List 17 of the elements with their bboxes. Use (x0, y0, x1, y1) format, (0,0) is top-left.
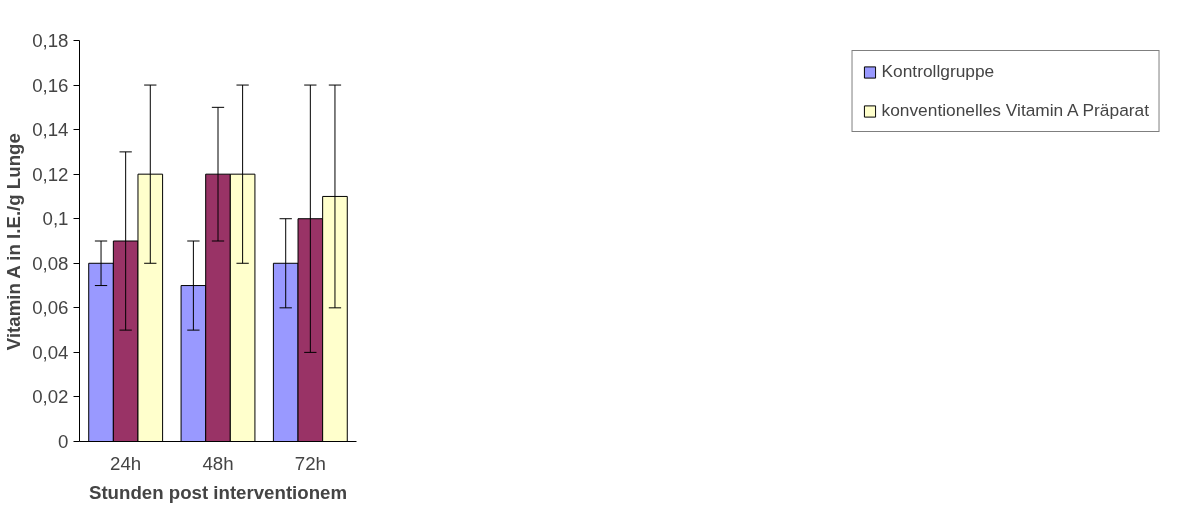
y-axis-title: Vitamin A in I.E./g Lunge (3, 133, 25, 351)
y-tick-label: 0,08 (32, 252, 69, 274)
y-tick-label: 0,06 (32, 297, 69, 319)
x-tick-label: 72h (294, 452, 326, 474)
y-tick-label: 0,18 (32, 30, 69, 51)
y-tick-label: 0,04 (32, 341, 69, 363)
legend-label: konventionelles Vitamin A Präparat (881, 100, 1149, 121)
x-axis-title: Stunden post interventionem (88, 481, 348, 503)
y-tick-label: 0,16 (32, 74, 69, 96)
y-tick-label: 0,14 (32, 119, 69, 141)
y-tick-label: 0,12 (32, 163, 69, 185)
x-tick-label: 48h (202, 452, 234, 474)
x-tick-label: 24h (110, 452, 142, 474)
y-tick-label: 0,02 (32, 386, 69, 408)
legend-label: Kontrollgruppe (881, 61, 995, 82)
y-tick-label: 0,1 (42, 208, 69, 230)
y-tick-label: 0 (58, 431, 69, 452)
